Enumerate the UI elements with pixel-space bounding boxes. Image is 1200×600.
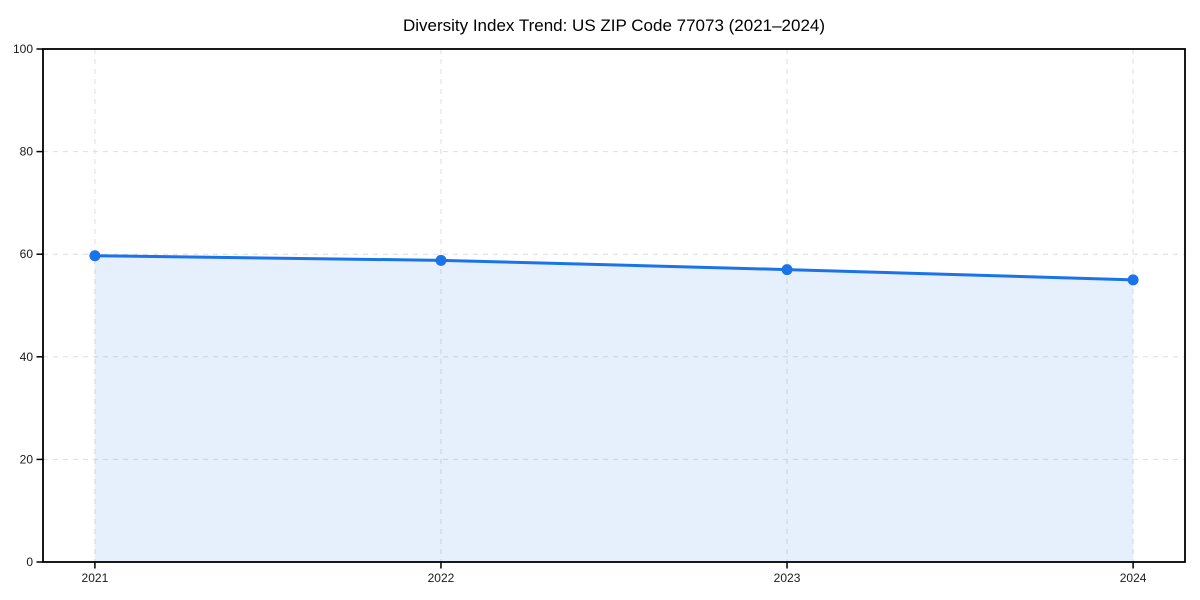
data-point-2023 <box>781 264 793 276</box>
plot-area: 0 20 40 60 80 100 2021 2022 2023 2024 <box>13 42 1186 585</box>
y-tick-label: 80 <box>20 145 34 159</box>
area-fill <box>94 255 1134 562</box>
data-point-2021 <box>89 250 101 262</box>
y-tick-label: 20 <box>20 452 34 466</box>
x-tick-label: 2022 <box>428 571 455 585</box>
y-tick-label: 100 <box>13 42 33 56</box>
x-tick-label: 2023 <box>774 571 801 585</box>
data-point-2022 <box>435 254 447 266</box>
trend-line <box>93 254 1135 282</box>
y-tick-label: 0 <box>26 555 33 569</box>
x-tick-label: 2021 <box>82 571 109 585</box>
chart-title: Diversity Index Trend: US ZIP Code 77073… <box>403 16 825 35</box>
x-tick-label: 2024 <box>1120 571 1147 585</box>
axis-border <box>42 48 1186 563</box>
y-tick-label: 60 <box>20 247 34 261</box>
y-tick-label: 40 <box>20 350 34 364</box>
data-point-2024 <box>1127 274 1139 286</box>
